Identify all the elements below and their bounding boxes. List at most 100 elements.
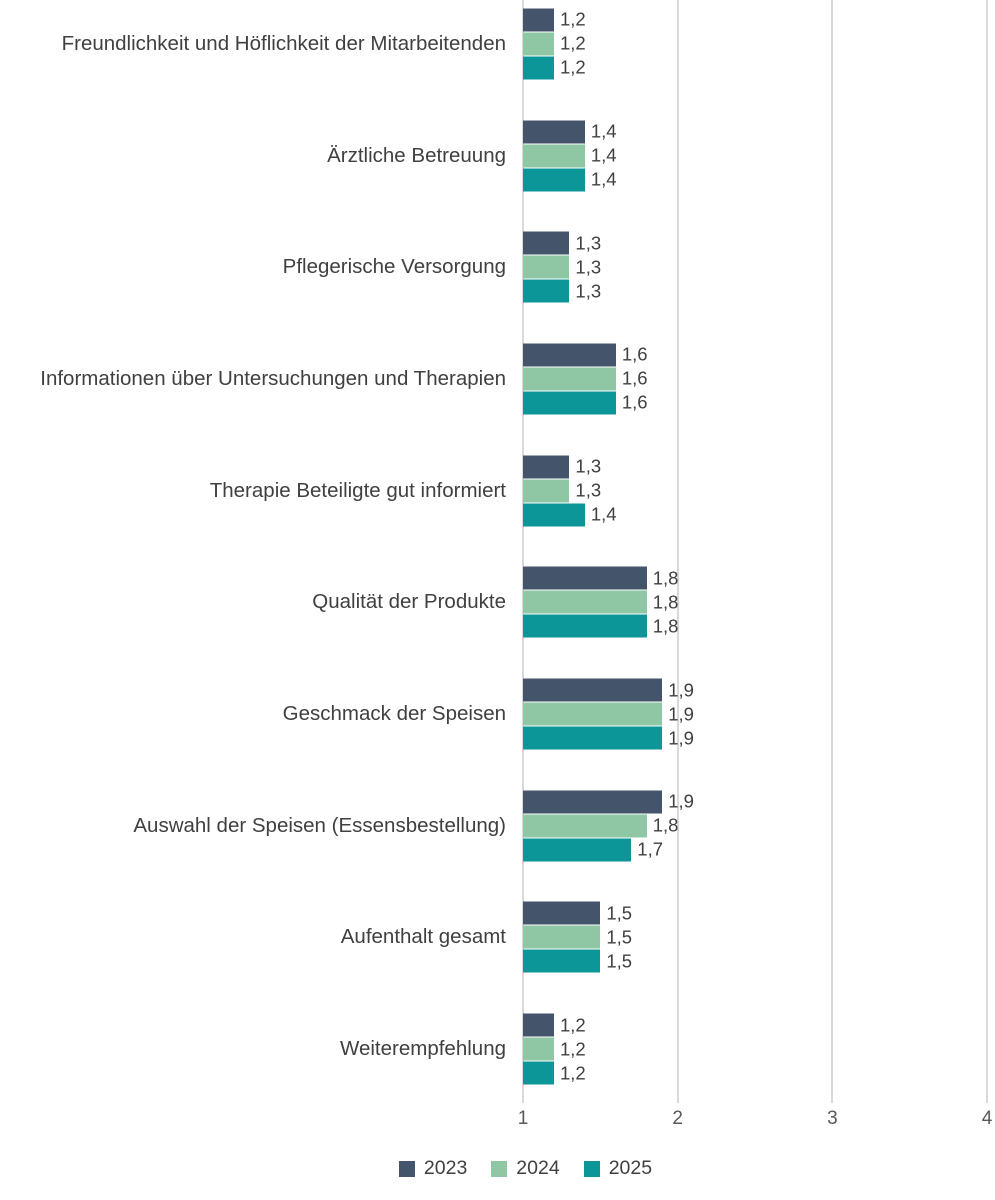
bar-line-2023: 1,2	[523, 8, 586, 32]
bar-value-label: 1,4	[590, 144, 617, 166]
bar-line-2023: 1,2	[523, 1013, 586, 1037]
bar-value-label: 1,3	[575, 256, 602, 278]
bar-value-label: 1,6	[621, 367, 648, 389]
bar-line-2023: 1,3	[523, 231, 602, 255]
bar-2023	[523, 1013, 554, 1037]
bar-value-label: 1,3	[575, 455, 602, 477]
bar-2024	[523, 814, 647, 838]
bar-line-2023: 1,9	[523, 790, 694, 814]
bar-group: 1,2 1,2 1,2	[523, 1013, 586, 1085]
bar-line-2023: 1,6	[523, 343, 648, 367]
bar-2023	[523, 901, 601, 925]
category-row: Weiterempfehlung 1,2 1,2 1,2	[0, 993, 995, 1105]
bar-2025	[523, 391, 616, 415]
bar-line-2024: 1,8	[523, 590, 678, 614]
category-label: Pflegerische Versorgung	[282, 255, 506, 279]
bar-value-label: 1,6	[621, 343, 648, 365]
bar-value-label: 1,3	[575, 280, 602, 302]
bar-value-label: 1,9	[668, 790, 694, 812]
category-row: Aufenthalt gesamt 1,5 1,5 1,5	[0, 882, 995, 994]
bar-2024	[523, 925, 601, 949]
category-label: Weiterempfehlung	[340, 1037, 506, 1061]
bar-value-label: 1,8	[652, 814, 679, 836]
bar-2025	[523, 614, 647, 638]
bar-group: 1,5 1,5 1,5	[523, 901, 633, 973]
bar-2025	[523, 838, 632, 862]
bar-2024	[523, 255, 570, 279]
bar-line-2023: 1,4	[523, 120, 617, 144]
bar-group: 1,9 1,8 1,7	[523, 790, 694, 862]
bar-line-2025: 1,2	[523, 56, 586, 80]
bar-value-label: 1,8	[652, 567, 679, 589]
bar-2025	[523, 726, 663, 750]
bar-value-label: 1,3	[575, 479, 602, 501]
bar-2024	[523, 144, 585, 168]
category-label: Auswahl der Speisen (Essensbestellung)	[133, 813, 506, 837]
bar-2025	[523, 168, 585, 192]
bar-2023	[523, 231, 570, 255]
category-row: Auswahl der Speisen (Essensbestellung) 1,…	[0, 770, 995, 882]
category-label: Informationen über Untersuchungen und Th…	[40, 367, 506, 391]
bar-group: 1,2 1,2 1,2	[523, 8, 586, 80]
category-row: Pflegerische Versorgung 1,3 1,3 1,3	[0, 211, 995, 323]
legend-swatch-icon	[491, 1160, 508, 1177]
bar-2025	[523, 1061, 554, 1085]
bar-line-2023: 1,5	[523, 901, 633, 925]
x-axis-tick-label: 3	[827, 1108, 838, 1129]
bar-line-2025: 1,2	[523, 1061, 586, 1085]
category-label: Freundlichkeit und Höflichkeit der Mitar…	[61, 32, 506, 56]
bar-line-2025: 1,9	[523, 726, 694, 750]
x-axis-tick-label: 4	[981, 1108, 993, 1129]
bar-2024	[523, 590, 647, 614]
bar-value-label: 1,2	[559, 1038, 586, 1060]
bar-line-2025: 1,4	[523, 503, 617, 527]
bar-line-2023: 1,8	[523, 566, 679, 590]
bar-line-2024: 1,3	[523, 479, 617, 503]
bar-value-label: 1,7	[637, 838, 663, 860]
bar-value-label: 1,4	[590, 168, 617, 190]
bar-group: 1,3 1,3 1,3	[523, 231, 602, 303]
bar-value-label: 1,2	[559, 1014, 586, 1036]
bar-value-label: 1,5	[606, 950, 633, 972]
bar-group: 1,8 1,8 1,8	[523, 566, 679, 638]
bar-line-2024: 1,2	[523, 1037, 586, 1061]
bar-value-label: 1,2	[559, 1062, 586, 1084]
bar-2023	[523, 566, 647, 590]
bar-group: 1,4 1,4 1,4	[523, 120, 617, 192]
bar-2024	[523, 479, 570, 503]
bar-value-label: 1,5	[606, 902, 633, 924]
bar-value-label: 1,2	[559, 56, 586, 78]
category-row: Ärztliche Betreuung 1,4 1,4 1,4	[0, 100, 995, 212]
category-label: Therapie Beteiligte gut informiert	[209, 478, 506, 502]
legend-item-2025: 2025	[583, 1157, 652, 1180]
gridline	[522, 0, 524, 1103]
bar-2023	[523, 790, 663, 814]
legend: 2023 2024 2025	[0, 1157, 995, 1180]
bar-2024	[523, 702, 663, 726]
bar-value-label: 1,9	[668, 703, 694, 725]
bar-value-label: 1,2	[559, 32, 586, 54]
legend-swatch-icon	[583, 1160, 600, 1177]
bar-line-2024: 1,5	[523, 925, 632, 949]
legend-label: 2023	[423, 1157, 468, 1179]
bar-value-label: 1,8	[652, 615, 679, 637]
legend-item-2024: 2024	[491, 1157, 560, 1180]
bar-value-label: 1,6	[621, 391, 648, 413]
bar-line-2025: 1,3	[523, 279, 602, 303]
legend-label: 2024	[516, 1157, 560, 1179]
bar-2025	[523, 503, 585, 527]
bar-group: 1,3 1,3 1,4	[523, 455, 617, 527]
category-label: Qualität der Produkte	[312, 590, 506, 614]
bar-value-label: 1,9	[668, 679, 694, 701]
category-label: Ärztliche Betreuung	[327, 143, 506, 167]
bar-line-2024: 1,6	[523, 367, 648, 391]
bar-2023	[523, 120, 585, 144]
bar-line-2024: 1,2	[523, 32, 586, 56]
bar-value-label: 1,4	[590, 120, 617, 142]
bar-line-2025: 1,4	[523, 168, 617, 192]
bar-2023	[523, 343, 616, 367]
category-row: Freundlichkeit und Höflichkeit der Mitar…	[0, 0, 995, 100]
legend-item-2023: 2023	[398, 1157, 468, 1180]
bar-value-label: 1,3	[575, 232, 602, 254]
